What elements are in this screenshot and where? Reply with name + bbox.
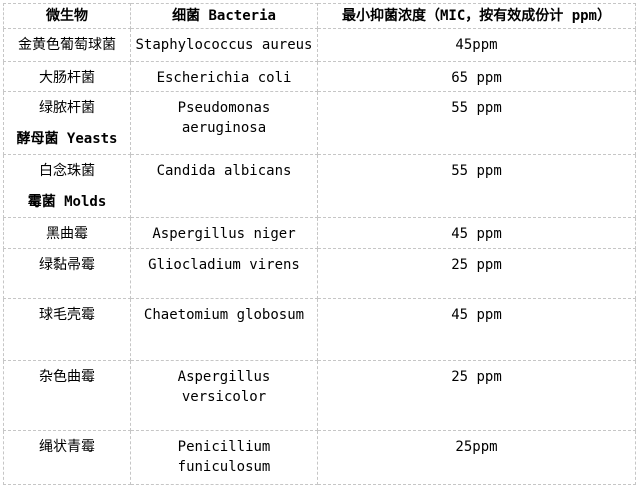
microorganism-name-cn: 大肠杆菌 [3,61,131,92]
microorganism-name-latin: Aspergillus versicolor [130,360,318,431]
section-label-yeasts: 酵母菌 Yeasts [16,131,118,147]
table-row: 绿黏帚霉 Gliocladium virens 25 ppm [3,248,636,299]
table-row: 杂色曲霉 Aspergillus versicolor 25 ppm [3,360,636,431]
microorganism-name-cn: 绿黏帚霉 [3,248,131,299]
mic-value: 45 ppm [317,298,636,361]
mic-value: 25 ppm [317,248,636,299]
microorganism-name-cn: 绳状青霉 [3,430,131,485]
microorganism-name-cn: 绿脓杆菌 [39,100,95,116]
microorganism-name-cn: 黑曲霉 [3,217,131,249]
microorganism-name-cn: 杂色曲霉 [3,360,131,431]
mic-table: 微生物 细菌 Bacteria 最小抑菌浓度（MIC，按有效成份计 ppm） 金… [3,3,636,485]
microorganism-name-latin: Gliocladium virens [130,248,318,299]
microorganism-name-cn: 金黄色葡萄球菌 [3,28,131,62]
table-row: 球毛壳霉 Chaetomium globosum 45 ppm [3,298,636,361]
table-row: 金黄色葡萄球菌 Staphylococcus aureus 45ppm [3,28,636,62]
microorganism-name-cn: 球毛壳霉 [3,298,131,361]
microorganism-name-latin: Aspergillus niger [130,217,318,249]
mic-value: 65 ppm [317,61,636,92]
microorganism-name-latin: Chaetomium globosum [130,298,318,361]
table-row: 绳状青霉 Penicillium funiculosum 25ppm [3,430,636,485]
mic-value: 25ppm [317,430,636,485]
microorganism-name-cell: 绿脓杆菌 酵母菌 Yeasts [3,91,131,155]
section-label-molds: 霉菌 Molds [27,194,107,210]
mic-value: 55 ppm [317,154,636,218]
table-row: 黑曲霉 Aspergillus niger 45 ppm [3,217,636,249]
table-row: 大肠杆菌 Escherichia coli 65 ppm [3,61,636,92]
table-row: 绿脓杆菌 酵母菌 Yeasts Pseudomonas aeruginosa 5… [3,91,636,155]
microorganism-name-latin: Penicillium funiculosum [130,430,318,485]
table-row: 白念珠菌 霉菌 Molds Candida albicans 55 ppm [3,154,636,218]
col-header-mic: 最小抑菌浓度（MIC，按有效成份计 ppm） [317,3,636,29]
table-header-row: 微生物 细菌 Bacteria 最小抑菌浓度（MIC，按有效成份计 ppm） [3,3,636,29]
microorganism-name-cell: 白念珠菌 霉菌 Molds [3,154,131,218]
mic-value: 25 ppm [317,360,636,431]
col-header-microorganism: 微生物 [3,3,131,29]
mic-value: 45 ppm [317,217,636,249]
microorganism-name-latin: Escherichia coli [130,61,318,92]
microorganism-name-latin: Pseudomonas aeruginosa [130,91,318,155]
mic-value: 45ppm [317,28,636,62]
col-header-bacteria: 细菌 Bacteria [130,3,318,29]
microorganism-name-cn: 白念珠菌 [39,163,95,179]
mic-value: 55 ppm [317,91,636,155]
microorganism-name-latin: Staphylococcus aureus [130,28,318,62]
microorganism-name-latin: Candida albicans [130,154,318,218]
